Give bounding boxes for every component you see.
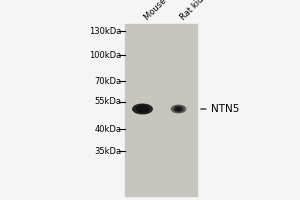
- Text: 40kDa: 40kDa: [94, 124, 122, 134]
- Text: Mouse kidney: Mouse kidney: [142, 0, 190, 22]
- Ellipse shape: [171, 105, 186, 113]
- Bar: [124, 24, 196, 196]
- Text: 35kDa: 35kDa: [94, 146, 122, 156]
- Text: NTN5: NTN5: [201, 104, 240, 114]
- Text: 100kDa: 100kDa: [89, 50, 122, 60]
- Text: 130kDa: 130kDa: [89, 26, 122, 36]
- Ellipse shape: [136, 106, 149, 112]
- Ellipse shape: [139, 107, 146, 111]
- Ellipse shape: [176, 108, 181, 110]
- Text: Rat kidney: Rat kidney: [178, 0, 217, 22]
- Text: 70kDa: 70kDa: [94, 76, 122, 86]
- Ellipse shape: [174, 107, 183, 111]
- Ellipse shape: [133, 104, 152, 114]
- Text: 55kDa: 55kDa: [94, 98, 122, 106]
